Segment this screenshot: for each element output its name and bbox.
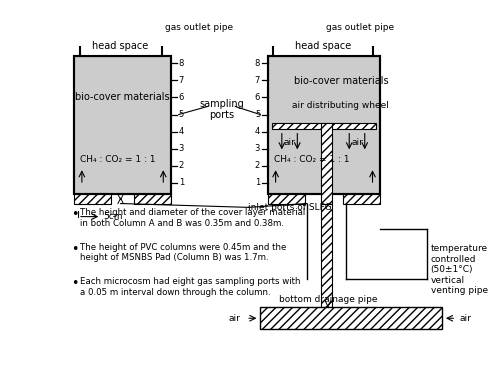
Text: 4: 4 xyxy=(179,127,184,136)
Text: gas outlet pipe: gas outlet pipe xyxy=(165,23,233,32)
Bar xyxy=(134,194,171,204)
Text: 6: 6 xyxy=(179,93,184,102)
Bar xyxy=(74,56,171,194)
Text: air: air xyxy=(460,314,471,323)
Text: 8: 8 xyxy=(179,59,184,68)
Text: 5cm: 5cm xyxy=(104,212,123,221)
Bar xyxy=(321,123,332,204)
Text: air: air xyxy=(351,138,363,147)
Text: sampling
ports: sampling ports xyxy=(199,99,244,120)
Bar xyxy=(74,56,171,194)
Text: bottom drainage pipe: bottom drainage pipe xyxy=(278,295,377,304)
Text: temperature
controlled
(50±1°C)
vertical
venting pipe: temperature controlled (50±1°C) vertical… xyxy=(430,244,488,295)
Text: 3: 3 xyxy=(255,144,260,153)
Bar xyxy=(321,204,332,321)
Bar xyxy=(268,194,304,204)
Text: The height and diameter of the cover layer material
in both Column A and B was 0: The height and diameter of the cover lay… xyxy=(80,208,305,228)
Text: •: • xyxy=(71,243,78,256)
Bar xyxy=(272,123,376,129)
Text: CH₄ : CO₂ = 1 : 1: CH₄ : CO₂ = 1 : 1 xyxy=(80,155,156,164)
Text: gas outlet pipe: gas outlet pipe xyxy=(326,23,394,32)
Text: 4: 4 xyxy=(255,127,260,136)
Text: air: air xyxy=(284,138,296,147)
Text: 6: 6 xyxy=(255,93,260,102)
Text: 5: 5 xyxy=(255,110,260,119)
Text: 8: 8 xyxy=(255,59,260,68)
Text: bio-cover materials: bio-cover materials xyxy=(75,92,170,102)
Text: air distributing wheel: air distributing wheel xyxy=(292,101,390,110)
Text: 7: 7 xyxy=(255,76,260,85)
Bar xyxy=(80,36,162,56)
Bar xyxy=(260,307,442,329)
Text: 1: 1 xyxy=(179,178,184,187)
Text: •: • xyxy=(71,208,78,221)
Text: 7: 7 xyxy=(179,76,184,85)
Text: The height of PVC columns were 0.45m and the
height of MSNBS Pad (Column B) was : The height of PVC columns were 0.45m and… xyxy=(80,243,286,262)
Text: CH₄ : CO₂ = 1 : 1: CH₄ : CO₂ = 1 : 1 xyxy=(274,155,349,164)
Bar xyxy=(268,56,380,194)
Bar xyxy=(274,36,372,56)
Bar xyxy=(268,56,380,194)
Text: head space: head space xyxy=(295,41,351,51)
Text: Each microcosm had eight gas sampling ports with
a 0.05 m interval down through : Each microcosm had eight gas sampling po… xyxy=(80,277,300,297)
Text: bio-cover materials: bio-cover materials xyxy=(294,75,388,86)
Text: head space: head space xyxy=(92,41,149,51)
Text: •: • xyxy=(71,277,78,290)
Text: 2: 2 xyxy=(255,161,260,170)
Text: 2: 2 xyxy=(179,161,184,170)
Bar xyxy=(74,194,111,204)
Text: 3: 3 xyxy=(179,144,184,153)
Text: air: air xyxy=(229,314,241,323)
Text: inlet ports of SLFG: inlet ports of SLFG xyxy=(248,203,332,212)
Text: 1: 1 xyxy=(255,178,260,187)
Bar xyxy=(344,194,380,204)
Text: 5: 5 xyxy=(179,110,184,119)
